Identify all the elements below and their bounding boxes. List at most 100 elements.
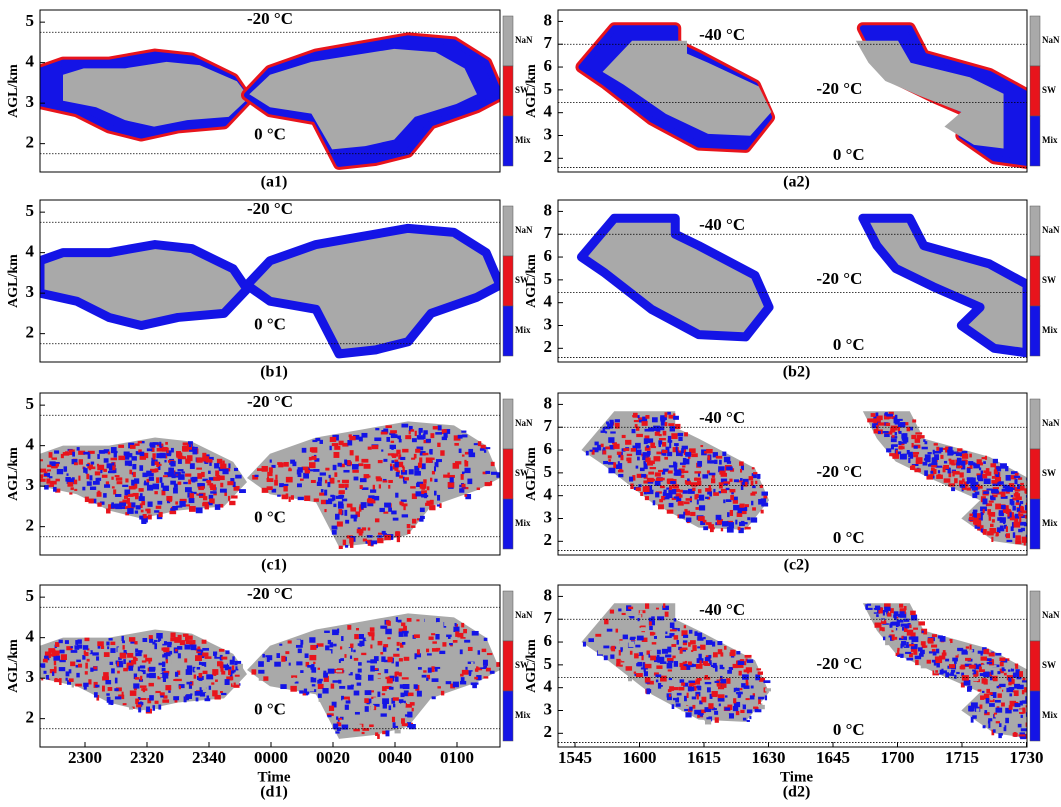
speckle bbox=[416, 657, 423, 663]
speckle bbox=[642, 416, 648, 422]
speckle bbox=[991, 536, 994, 542]
speckle bbox=[74, 645, 80, 650]
speckle bbox=[662, 441, 667, 447]
speckle bbox=[102, 676, 109, 681]
speckle bbox=[138, 496, 145, 501]
speckle bbox=[465, 666, 468, 670]
speckle bbox=[918, 653, 924, 657]
speckle bbox=[325, 467, 330, 471]
speckle bbox=[122, 645, 125, 650]
speckle bbox=[381, 449, 384, 452]
speckle bbox=[479, 448, 485, 451]
speckle bbox=[380, 431, 388, 435]
speckle bbox=[729, 509, 734, 516]
speckle bbox=[894, 627, 898, 631]
speckle bbox=[331, 701, 337, 708]
speckle bbox=[991, 729, 995, 736]
speckle bbox=[365, 634, 369, 641]
speckle bbox=[702, 661, 708, 666]
speckle bbox=[89, 672, 95, 677]
speckle bbox=[402, 684, 410, 690]
speckle bbox=[291, 645, 295, 650]
speckle bbox=[367, 656, 375, 660]
speckle bbox=[58, 667, 66, 672]
speckle bbox=[234, 674, 240, 677]
speckle bbox=[149, 638, 154, 643]
speckle bbox=[173, 487, 178, 494]
speckle bbox=[745, 667, 753, 673]
y-tick-label: 3 bbox=[544, 699, 553, 718]
speckle bbox=[913, 627, 918, 630]
speckle bbox=[92, 480, 100, 485]
speckle bbox=[683, 625, 687, 629]
speckle bbox=[644, 496, 650, 501]
speckle bbox=[367, 502, 374, 507]
speckle bbox=[370, 489, 377, 493]
y-tick-label: 2 bbox=[544, 147, 553, 166]
speckle bbox=[686, 518, 691, 522]
speckle bbox=[962, 478, 965, 483]
speckle bbox=[1000, 491, 1006, 497]
speckle bbox=[77, 663, 83, 668]
speckle bbox=[166, 447, 169, 454]
speckle bbox=[128, 461, 132, 467]
speckle bbox=[320, 489, 324, 493]
speckle bbox=[667, 451, 673, 457]
speckle bbox=[741, 683, 746, 688]
speckle bbox=[122, 484, 129, 487]
x-tick-label: 0020 bbox=[316, 748, 350, 767]
speckle bbox=[667, 646, 672, 653]
speckle bbox=[694, 477, 701, 481]
speckle bbox=[258, 675, 264, 681]
speckle bbox=[150, 468, 157, 473]
speckle bbox=[358, 506, 362, 512]
speckle bbox=[156, 453, 162, 459]
speckle bbox=[602, 427, 605, 432]
speckle bbox=[1009, 512, 1012, 518]
speckle bbox=[104, 658, 108, 665]
speckle bbox=[356, 528, 364, 534]
speckle bbox=[997, 671, 1001, 675]
speckle bbox=[54, 677, 61, 683]
speckle bbox=[98, 450, 105, 454]
speckle bbox=[310, 677, 317, 683]
speckle bbox=[992, 458, 998, 464]
speckle bbox=[115, 494, 122, 497]
speckle bbox=[213, 670, 219, 674]
speckle bbox=[294, 681, 299, 684]
speckle bbox=[367, 632, 375, 637]
speckle bbox=[88, 466, 96, 470]
speckle bbox=[361, 487, 369, 490]
speckle bbox=[304, 495, 311, 502]
speckle bbox=[47, 677, 51, 680]
speckle bbox=[400, 456, 406, 461]
speckle bbox=[898, 637, 904, 641]
speckle bbox=[996, 723, 1000, 727]
x-tick-label: 1715 bbox=[945, 748, 979, 767]
speckle bbox=[436, 647, 441, 651]
speckle bbox=[86, 481, 92, 486]
y-axis-label: AGL/km bbox=[6, 64, 21, 118]
speckle bbox=[89, 486, 97, 490]
speckle bbox=[159, 674, 163, 678]
speckle bbox=[745, 682, 749, 687]
speckle bbox=[644, 446, 651, 451]
speckle bbox=[380, 651, 384, 655]
speckle bbox=[654, 472, 661, 477]
speckle bbox=[976, 657, 983, 663]
y-tick-label: 7 bbox=[544, 608, 553, 627]
speckle bbox=[912, 451, 920, 455]
cloud bbox=[581, 411, 1027, 546]
colorbar-label: NaN bbox=[515, 610, 533, 620]
speckle bbox=[882, 636, 886, 641]
speckle bbox=[142, 687, 146, 693]
speckle bbox=[229, 670, 235, 674]
speckle bbox=[1020, 733, 1026, 740]
speckle bbox=[84, 496, 89, 503]
speckle bbox=[216, 474, 221, 481]
speckle bbox=[900, 441, 907, 444]
x-axis-label: Time bbox=[257, 769, 290, 785]
y-tick-label: 5 bbox=[544, 462, 553, 481]
speckle bbox=[726, 678, 731, 684]
speckle bbox=[977, 475, 983, 480]
